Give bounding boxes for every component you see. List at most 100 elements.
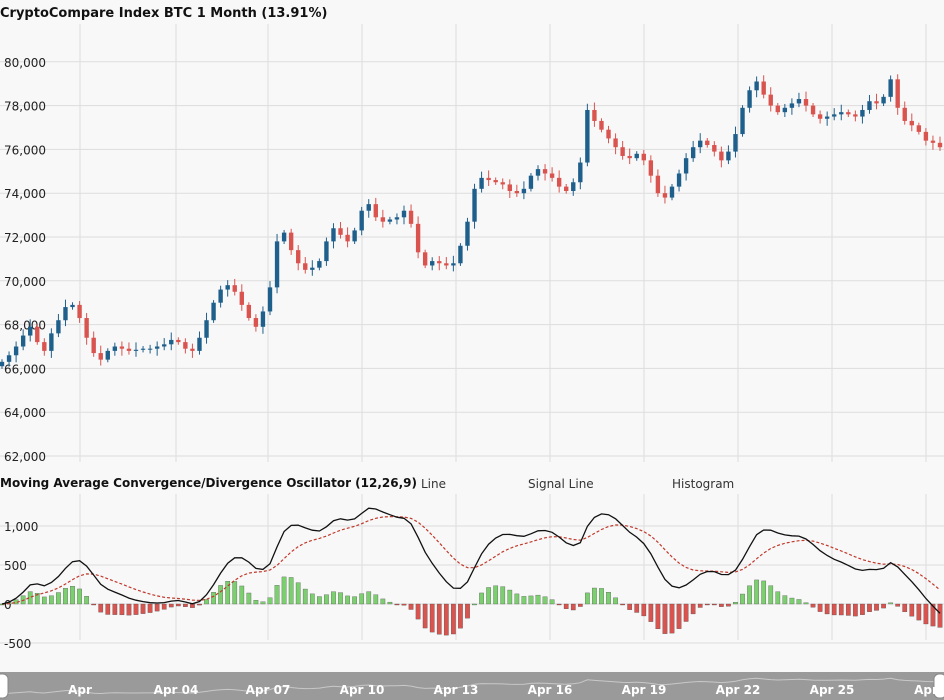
macd-histogram-bar [387, 601, 393, 605]
macd-histogram-bar [302, 588, 308, 605]
candle-body [669, 186, 675, 198]
macd-histogram-bar [239, 585, 245, 605]
macd-histogram-bar [824, 603, 830, 615]
macd-histogram-bar [34, 593, 40, 605]
candle-body [712, 145, 717, 152]
candle-body [683, 158, 689, 174]
candle-body [13, 346, 19, 356]
macd-histogram-bar [817, 603, 823, 612]
macd-histogram-bar [112, 603, 118, 615]
macd-histogram-bar [218, 585, 223, 605]
macd-histogram-bar [507, 589, 513, 605]
macd-histogram-bar [154, 603, 160, 612]
candle-body [775, 105, 780, 113]
macd-histogram-bar [803, 602, 809, 605]
candle-body [888, 79, 893, 97]
candle-body [810, 105, 816, 115]
macd-histogram-bar [662, 603, 668, 634]
navigator-right-handle[interactable] [933, 673, 944, 699]
macd-histogram-bar [105, 603, 111, 615]
macd-histogram-bar [324, 594, 329, 605]
candle-body [479, 177, 484, 189]
macd-y-tick-label: 500 [4, 559, 27, 573]
macd-histogram-bar [620, 603, 625, 606]
macd-histogram-bar [175, 603, 181, 607]
macd-histogram-bar [451, 603, 456, 635]
macd-title: Moving Average Convergence/Divergence Os… [0, 476, 418, 490]
candle-body [493, 180, 498, 183]
macd-histogram-bar [570, 603, 576, 611]
x-tick-label: Apr 13 [434, 683, 479, 697]
macd-histogram-bar [422, 603, 428, 629]
macd-histogram-bar [500, 586, 506, 605]
candle-body [366, 204, 371, 211]
candle-body [585, 109, 590, 163]
macd-histogram-bar [338, 592, 343, 605]
candle-body [726, 151, 731, 161]
macd-histogram-bar [577, 603, 583, 607]
candle-body [42, 342, 47, 351]
candle-body [719, 151, 724, 161]
macd-histogram-bar [733, 602, 738, 605]
candle-body [70, 304, 75, 308]
macd-plot-area [0, 494, 944, 640]
macd-histogram-bar [838, 603, 844, 616]
candle-body [627, 155, 632, 159]
macd-histogram-bar [740, 593, 745, 605]
macd-histogram-bar [549, 599, 555, 605]
macd-histogram-bar [669, 603, 675, 634]
macd-line [1, 507, 941, 614]
candle-body [154, 346, 160, 349]
macd-histogram-bar [867, 603, 872, 612]
price-plot-area [0, 24, 944, 462]
candle-body [465, 221, 470, 246]
macd-histogram-bar [704, 603, 710, 606]
candle-body [126, 348, 132, 351]
macd-histogram-bar [902, 603, 908, 613]
macd-histogram-bar [49, 595, 54, 605]
candle-body [310, 267, 315, 270]
x-tick-label: Apr 16 [528, 683, 573, 697]
macd-histogram-bar [197, 603, 202, 606]
candle-body [599, 120, 604, 130]
navigator-series [1, 677, 941, 695]
macd-histogram-bar [655, 603, 661, 630]
candle-body [860, 109, 865, 117]
macd-histogram-bar [592, 587, 597, 605]
price-y-tick-label: 80,000 [4, 56, 46, 70]
price-y-tick-label: 64,000 [4, 406, 46, 420]
navigator-left-handle[interactable] [0, 673, 9, 699]
macd-histogram-bar [119, 603, 125, 616]
legend-line[interactable]: Line [421, 477, 447, 491]
macd-histogram-bar [168, 603, 174, 608]
macd-histogram-bar [845, 603, 851, 616]
candle-body [218, 289, 223, 303]
candle-body [867, 101, 872, 110]
candle-body [296, 250, 301, 264]
macd-histogram-bar [514, 593, 520, 605]
candle-body [853, 114, 858, 117]
candle-body [77, 304, 82, 319]
candle-body [846, 112, 851, 115]
candle-body [225, 285, 230, 290]
candle-body [556, 177, 562, 187]
macd-histogram-bar [634, 603, 640, 613]
price-y-tick-label: 66,000 [4, 362, 46, 376]
macd-histogram-bar [853, 603, 858, 617]
price-y-tick-label: 72,000 [4, 231, 46, 245]
legend-signal-line[interactable]: Signal Line [528, 477, 594, 491]
candle-body [303, 263, 308, 270]
price-y-tick-label: 70,000 [4, 275, 46, 289]
candle-body [916, 125, 922, 132]
macd-histogram-bar [479, 592, 484, 605]
macd-histogram-bar [881, 603, 886, 609]
macd-histogram-bar [288, 577, 294, 605]
candle-body [613, 138, 618, 148]
macd-histogram-bar [458, 603, 463, 629]
price-y-tick-label: 76,000 [4, 143, 46, 157]
price-y-tick-label: 74,000 [4, 187, 46, 201]
macd-histogram-bar [754, 579, 759, 605]
legend-histogram[interactable]: Histogram [672, 477, 735, 491]
candle-body [239, 291, 244, 305]
candle-body [747, 90, 752, 108]
